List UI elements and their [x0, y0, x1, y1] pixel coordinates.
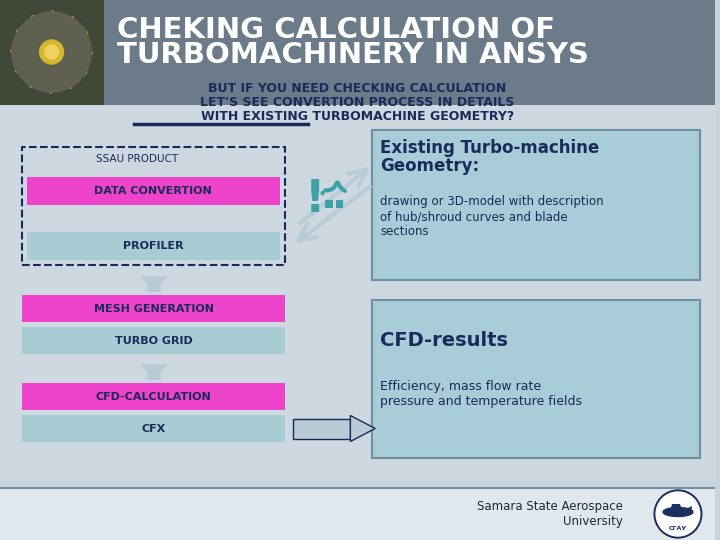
Text: Samara State Aerospace
University: Samara State Aerospace University — [477, 500, 624, 528]
Text: DATA CONVERTION: DATA CONVERTION — [94, 186, 212, 196]
Text: CHEKING CALCULATION OF: CHEKING CALCULATION OF — [117, 16, 555, 44]
FancyBboxPatch shape — [336, 200, 343, 208]
Text: drawing or 3D-model with description
of hub/shroud curves and blade
sections: drawing or 3D-model with description of … — [380, 195, 604, 238]
Text: MESH GENERATION: MESH GENERATION — [94, 303, 214, 314]
Circle shape — [45, 45, 58, 59]
Text: WITH EXISTING TURBOMACHINE GEOMETRY?: WITH EXISTING TURBOMACHINE GEOMETRY? — [201, 110, 514, 123]
Circle shape — [656, 492, 700, 536]
Polygon shape — [351, 415, 375, 442]
Circle shape — [40, 40, 63, 64]
Text: LET'S SEE CONVERTION PROCESS IN DETAILS: LET'S SEE CONVERTION PROCESS IN DETAILS — [200, 96, 515, 109]
Text: CFD-CALCULATION: CFD-CALCULATION — [96, 392, 212, 402]
Text: TURBOMACHINERY IN ANSYS: TURBOMACHINERY IN ANSYS — [117, 41, 589, 69]
Text: Existing Turbo-machine: Existing Turbo-machine — [380, 139, 600, 157]
Text: Efficiency, mass flow rate
pressure and temperature fields: Efficiency, mass flow rate pressure and … — [380, 380, 582, 408]
Polygon shape — [670, 504, 683, 512]
Text: BUT IF YOU NEED CHECKING CALCULATION: BUT IF YOU NEED CHECKING CALCULATION — [208, 82, 506, 94]
Polygon shape — [688, 506, 692, 512]
FancyBboxPatch shape — [325, 200, 333, 208]
Text: SSAU PRODUCT: SSAU PRODUCT — [96, 154, 179, 164]
FancyBboxPatch shape — [22, 383, 285, 410]
Circle shape — [654, 490, 702, 538]
Text: CFD-results: CFD-results — [380, 330, 508, 349]
Text: TURBO GRID: TURBO GRID — [115, 335, 193, 346]
FancyBboxPatch shape — [0, 0, 715, 105]
FancyBboxPatch shape — [147, 283, 161, 292]
FancyBboxPatch shape — [293, 418, 351, 438]
FancyBboxPatch shape — [372, 300, 700, 458]
Text: СГАУ: СГАУ — [669, 525, 687, 530]
FancyBboxPatch shape — [27, 177, 280, 205]
Circle shape — [654, 490, 702, 538]
FancyBboxPatch shape — [372, 130, 700, 280]
Text: Geometry:: Geometry: — [380, 157, 480, 175]
FancyBboxPatch shape — [0, 0, 104, 105]
FancyBboxPatch shape — [147, 372, 161, 380]
Polygon shape — [140, 364, 168, 380]
FancyBboxPatch shape — [22, 327, 285, 354]
FancyBboxPatch shape — [22, 415, 285, 442]
FancyBboxPatch shape — [22, 295, 285, 322]
Text: CFX: CFX — [142, 423, 166, 434]
Ellipse shape — [663, 508, 693, 516]
Circle shape — [12, 12, 91, 92]
FancyBboxPatch shape — [0, 488, 715, 540]
FancyBboxPatch shape — [0, 60, 715, 480]
Text: !: ! — [305, 179, 325, 221]
Text: PROFILER: PROFILER — [123, 241, 184, 251]
Polygon shape — [140, 276, 168, 292]
FancyBboxPatch shape — [27, 232, 280, 260]
